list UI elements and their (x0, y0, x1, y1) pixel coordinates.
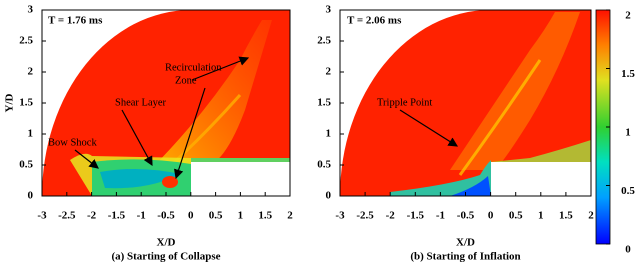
y-tick-label: 2 (326, 66, 332, 78)
y-tick-label: 0 (326, 190, 332, 202)
annotation: Recirculation (165, 62, 222, 73)
x-tick-label: 1 (238, 210, 244, 222)
x-tick-label: -2 (386, 210, 396, 222)
y-tick-label: 0 (28, 190, 34, 202)
x-tick-label: -1.5 (108, 210, 126, 222)
y-tick-label: 1.5 (19, 97, 33, 109)
x-axis-label: X/D (157, 237, 176, 249)
arrows (74, 56, 459, 180)
annotation: Zone (175, 75, 197, 86)
colorbar-tick-label: 0 (625, 244, 631, 256)
x-tick-label: -2.5 (58, 210, 76, 222)
y-tick-label: 3 (28, 4, 34, 16)
caption: (b) Starting of Inflation (410, 251, 520, 263)
field-b (340, 10, 591, 196)
x-tick-label: 2 (287, 210, 293, 222)
colorbar-tick-label: 1 (625, 127, 631, 139)
annotation: Bow Shock (48, 137, 97, 148)
colorbar-tick-label: 1.5 (621, 68, 635, 80)
y-tick-label: 1 (28, 128, 34, 140)
x-tick-label: -3 (37, 210, 47, 222)
y-tick-label: 2.5 (19, 35, 33, 47)
x-tick-label: 2 (588, 210, 594, 222)
annotation: Shear Layer (115, 97, 167, 108)
x-tick-label: -0.5 (157, 210, 175, 222)
colorbar-tick-label: 2 (625, 10, 631, 22)
x-tick-label: -1 (137, 210, 146, 222)
x-axis-label: X/D (456, 237, 475, 249)
field-a (42, 10, 290, 196)
y-tick-label: 1 (326, 128, 332, 140)
y-tick-label: 2 (28, 66, 34, 78)
x-tick-label: -1.5 (407, 210, 425, 222)
y-axis-label: Y/D (4, 93, 16, 112)
x-tick-label: 1 (538, 210, 544, 222)
x-tick-label: 0.5 (209, 210, 223, 222)
annotation: T = 2.06 ms (347, 15, 402, 27)
y-tick-label: 0.5 (317, 159, 331, 171)
y-tick-label: 1.5 (317, 97, 331, 109)
x-tick-label: -2 (87, 210, 97, 222)
annotation: Tripple Point (377, 97, 432, 108)
y-tick-label: 3 (326, 4, 332, 16)
colorbar-tick-label: 0.5 (621, 185, 635, 197)
x-tick-label: 1.5 (258, 210, 272, 222)
y-tick-label: 0.5 (19, 159, 33, 171)
y-tick-label: 2.5 (317, 35, 331, 47)
x-tick-label: -0.5 (457, 210, 475, 222)
x-tick-label: -3 (335, 210, 345, 222)
caption: (a) Starting of Collapse (111, 251, 220, 263)
x-tick-label: 0.5 (509, 210, 523, 222)
x-tick-label: 1.5 (559, 210, 573, 222)
x-tick-label: -2.5 (356, 210, 374, 222)
x-tick-label: 0 (188, 210, 194, 222)
x-tick-label: -1 (436, 210, 445, 222)
x-tick-label: 0 (488, 210, 494, 222)
annotation: T = 1.76 ms (48, 15, 103, 27)
